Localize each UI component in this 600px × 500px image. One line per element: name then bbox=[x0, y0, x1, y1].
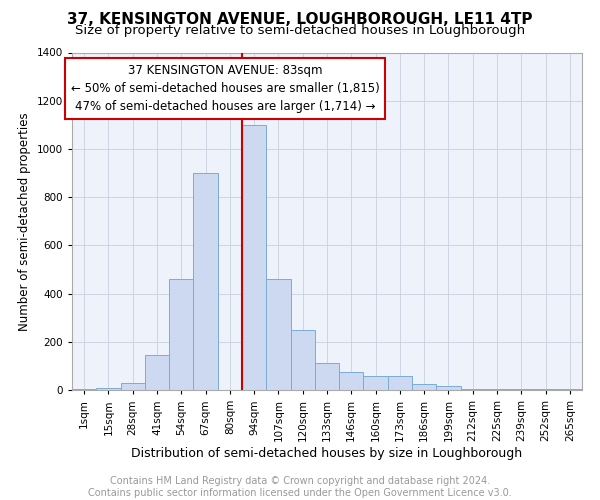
Bar bbox=[145, 355, 169, 390]
Bar bbox=[485, 389, 509, 390]
Bar bbox=[364, 376, 388, 390]
Bar bbox=[266, 279, 290, 390]
Bar bbox=[121, 383, 145, 390]
Bar bbox=[72, 389, 96, 390]
Text: Contains HM Land Registry data © Crown copyright and database right 2024.
Contai: Contains HM Land Registry data © Crown c… bbox=[88, 476, 512, 498]
Bar bbox=[193, 173, 218, 390]
Bar bbox=[436, 386, 461, 390]
Y-axis label: Number of semi-detached properties: Number of semi-detached properties bbox=[18, 112, 31, 330]
Bar bbox=[315, 364, 339, 390]
X-axis label: Distribution of semi-detached houses by size in Loughborough: Distribution of semi-detached houses by … bbox=[131, 446, 523, 460]
Text: Size of property relative to semi-detached houses in Loughborough: Size of property relative to semi-detach… bbox=[75, 24, 525, 37]
Bar bbox=[533, 389, 558, 390]
Bar bbox=[242, 125, 266, 390]
Bar bbox=[388, 376, 412, 390]
Bar bbox=[339, 372, 364, 390]
Bar bbox=[509, 389, 533, 390]
Bar bbox=[96, 388, 121, 390]
Bar bbox=[558, 389, 582, 390]
Bar bbox=[290, 330, 315, 390]
Bar bbox=[169, 279, 193, 390]
Bar bbox=[461, 389, 485, 390]
Text: 37, KENSINGTON AVENUE, LOUGHBOROUGH, LE11 4TP: 37, KENSINGTON AVENUE, LOUGHBOROUGH, LE1… bbox=[67, 12, 533, 28]
Text: 37 KENSINGTON AVENUE: 83sqm
← 50% of semi-detached houses are smaller (1,815)
47: 37 KENSINGTON AVENUE: 83sqm ← 50% of sem… bbox=[71, 64, 379, 114]
Bar bbox=[412, 384, 436, 390]
